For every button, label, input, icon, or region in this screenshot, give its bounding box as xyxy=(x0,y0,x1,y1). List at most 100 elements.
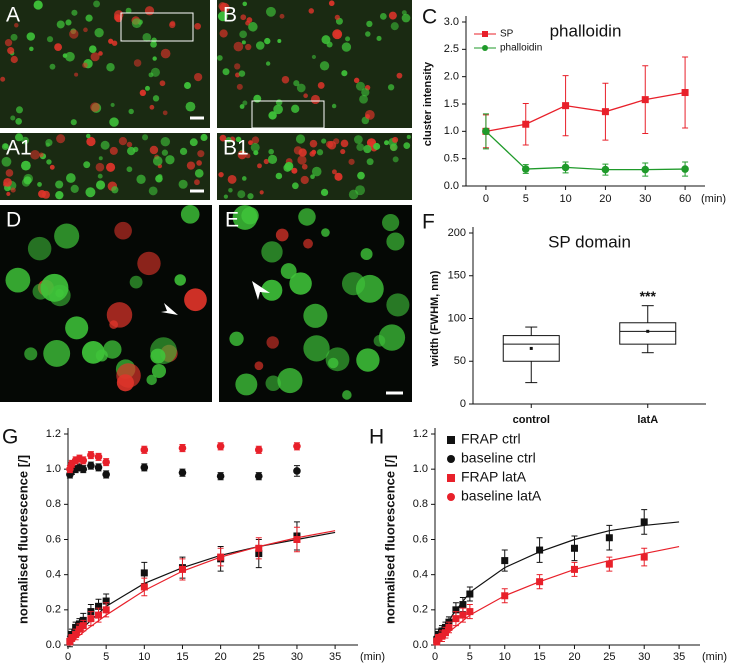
fluorescent-spot xyxy=(5,267,31,293)
fluorescent-spot xyxy=(378,324,406,351)
fluorescent-spot xyxy=(160,136,171,147)
x-tick-label: 20 xyxy=(568,651,580,663)
fluorescent-spot xyxy=(245,43,252,51)
y-tick-label: 2.5 xyxy=(444,43,459,55)
fluorescent-spot xyxy=(81,341,105,364)
fluorescent-spot xyxy=(136,174,146,184)
y-tick-label: 3.0 xyxy=(444,16,459,28)
fluorescent-spot xyxy=(264,37,271,45)
chart-title: phalloidin xyxy=(550,21,622,40)
y-tick-label: 1.2 xyxy=(46,428,61,440)
data-point xyxy=(605,560,613,568)
chart-title: SP domain xyxy=(548,232,631,251)
fluorescent-spot xyxy=(382,213,400,232)
fluorescent-spot xyxy=(90,52,100,62)
fluorescent-spot xyxy=(373,142,381,150)
data-point xyxy=(216,442,225,451)
data-point xyxy=(605,534,613,542)
fluorescent-spot xyxy=(246,17,253,23)
fluorescent-spot xyxy=(150,40,157,48)
y-tick-label: 1.0 xyxy=(444,125,459,137)
data-point xyxy=(501,557,509,565)
x-tick-label: latA xyxy=(637,414,658,426)
fluorescent-spot xyxy=(161,149,169,156)
data-point xyxy=(140,446,149,454)
fluorescent-spot xyxy=(265,6,276,17)
fluorescent-spot xyxy=(194,179,200,186)
y-tick-label: 0.4 xyxy=(413,569,428,581)
x-tick-label: 10 xyxy=(138,651,150,663)
fluorescent-spot xyxy=(82,62,88,68)
x-tick-label: 15 xyxy=(176,651,188,663)
fluorescent-spot xyxy=(340,139,349,148)
fluorescent-spot xyxy=(361,88,370,97)
y-axis-label: normalised fluorescence [/] xyxy=(382,455,397,624)
legend-marker xyxy=(482,31,488,37)
data-point xyxy=(87,615,95,623)
x-tick-label: 0 xyxy=(65,651,71,663)
fluorescent-spot xyxy=(316,149,324,156)
y-tick-label: 0.5 xyxy=(444,153,459,165)
y-axis-label: cluster intensity xyxy=(422,61,434,146)
x-tick-label: 60 xyxy=(679,193,691,205)
legend-marker xyxy=(482,45,488,51)
fluorescent-spot xyxy=(235,373,258,396)
data-point xyxy=(102,606,110,614)
roi-box xyxy=(251,100,325,129)
fluorescent-spot xyxy=(392,136,399,143)
fluorescent-spot xyxy=(3,177,12,187)
fluorescent-spot xyxy=(401,10,407,16)
fluorescent-spot xyxy=(390,22,399,31)
data-point xyxy=(254,446,263,454)
fluorescent-spot xyxy=(303,303,328,328)
data-point xyxy=(562,102,570,110)
fluorescent-spot xyxy=(118,137,128,146)
legend-label: baseline latA xyxy=(461,488,542,504)
fluorescent-spot xyxy=(241,40,246,45)
fluorescent-spot xyxy=(54,43,63,52)
fluorescent-spot xyxy=(219,2,230,13)
fluorescent-spot xyxy=(93,0,101,8)
fluorescent-spot xyxy=(142,134,149,141)
fluorescent-spot xyxy=(4,39,13,47)
fluorescent-spot xyxy=(125,7,132,14)
y-tick-label: 1.0 xyxy=(413,463,428,475)
fluorescent-spot xyxy=(1,156,12,167)
fluorescent-spot xyxy=(94,28,104,38)
x-tick-label: 10 xyxy=(499,651,511,663)
y-tick-label: 1.5 xyxy=(444,98,459,110)
fluorescent-spot xyxy=(342,390,352,400)
fluorescent-spot xyxy=(257,163,262,169)
fluorescent-spot xyxy=(14,23,19,28)
fluorescent-spot xyxy=(21,178,31,187)
fluorescent-spot xyxy=(111,40,118,46)
fluorescent-spot xyxy=(95,180,106,190)
fluorescent-spot xyxy=(321,138,327,144)
x-tick-label: 30 xyxy=(638,651,650,663)
fluorescent-spot xyxy=(83,161,91,169)
data-point xyxy=(293,467,301,475)
fluorescent-spot xyxy=(184,288,207,312)
fluorescent-spot xyxy=(233,41,244,52)
data-point xyxy=(72,630,80,638)
fluorescent-spot xyxy=(160,48,171,59)
fluorescent-spot xyxy=(7,47,15,55)
fluorescent-spot xyxy=(348,158,355,165)
y-tick-label: 0.8 xyxy=(413,498,428,510)
x-tick-label: 30 xyxy=(639,193,651,205)
fluorescent-spot xyxy=(10,33,18,41)
fluorescent-spot xyxy=(363,144,372,154)
fluorescent-spot xyxy=(159,80,166,87)
series-line xyxy=(485,130,686,171)
fluorescent-spot xyxy=(239,104,245,109)
fluorescent-spot xyxy=(145,85,150,91)
fit-curve xyxy=(434,521,680,646)
data-point xyxy=(79,465,88,473)
panel-label: A1 xyxy=(6,137,32,160)
fluorescent-spot xyxy=(95,162,105,172)
y-tick-label: 150 xyxy=(448,270,466,282)
legend-label: phalloidin xyxy=(500,43,542,54)
fluorescent-spot xyxy=(341,70,348,77)
fluorescent-spot xyxy=(29,46,34,52)
data-point xyxy=(459,601,467,609)
